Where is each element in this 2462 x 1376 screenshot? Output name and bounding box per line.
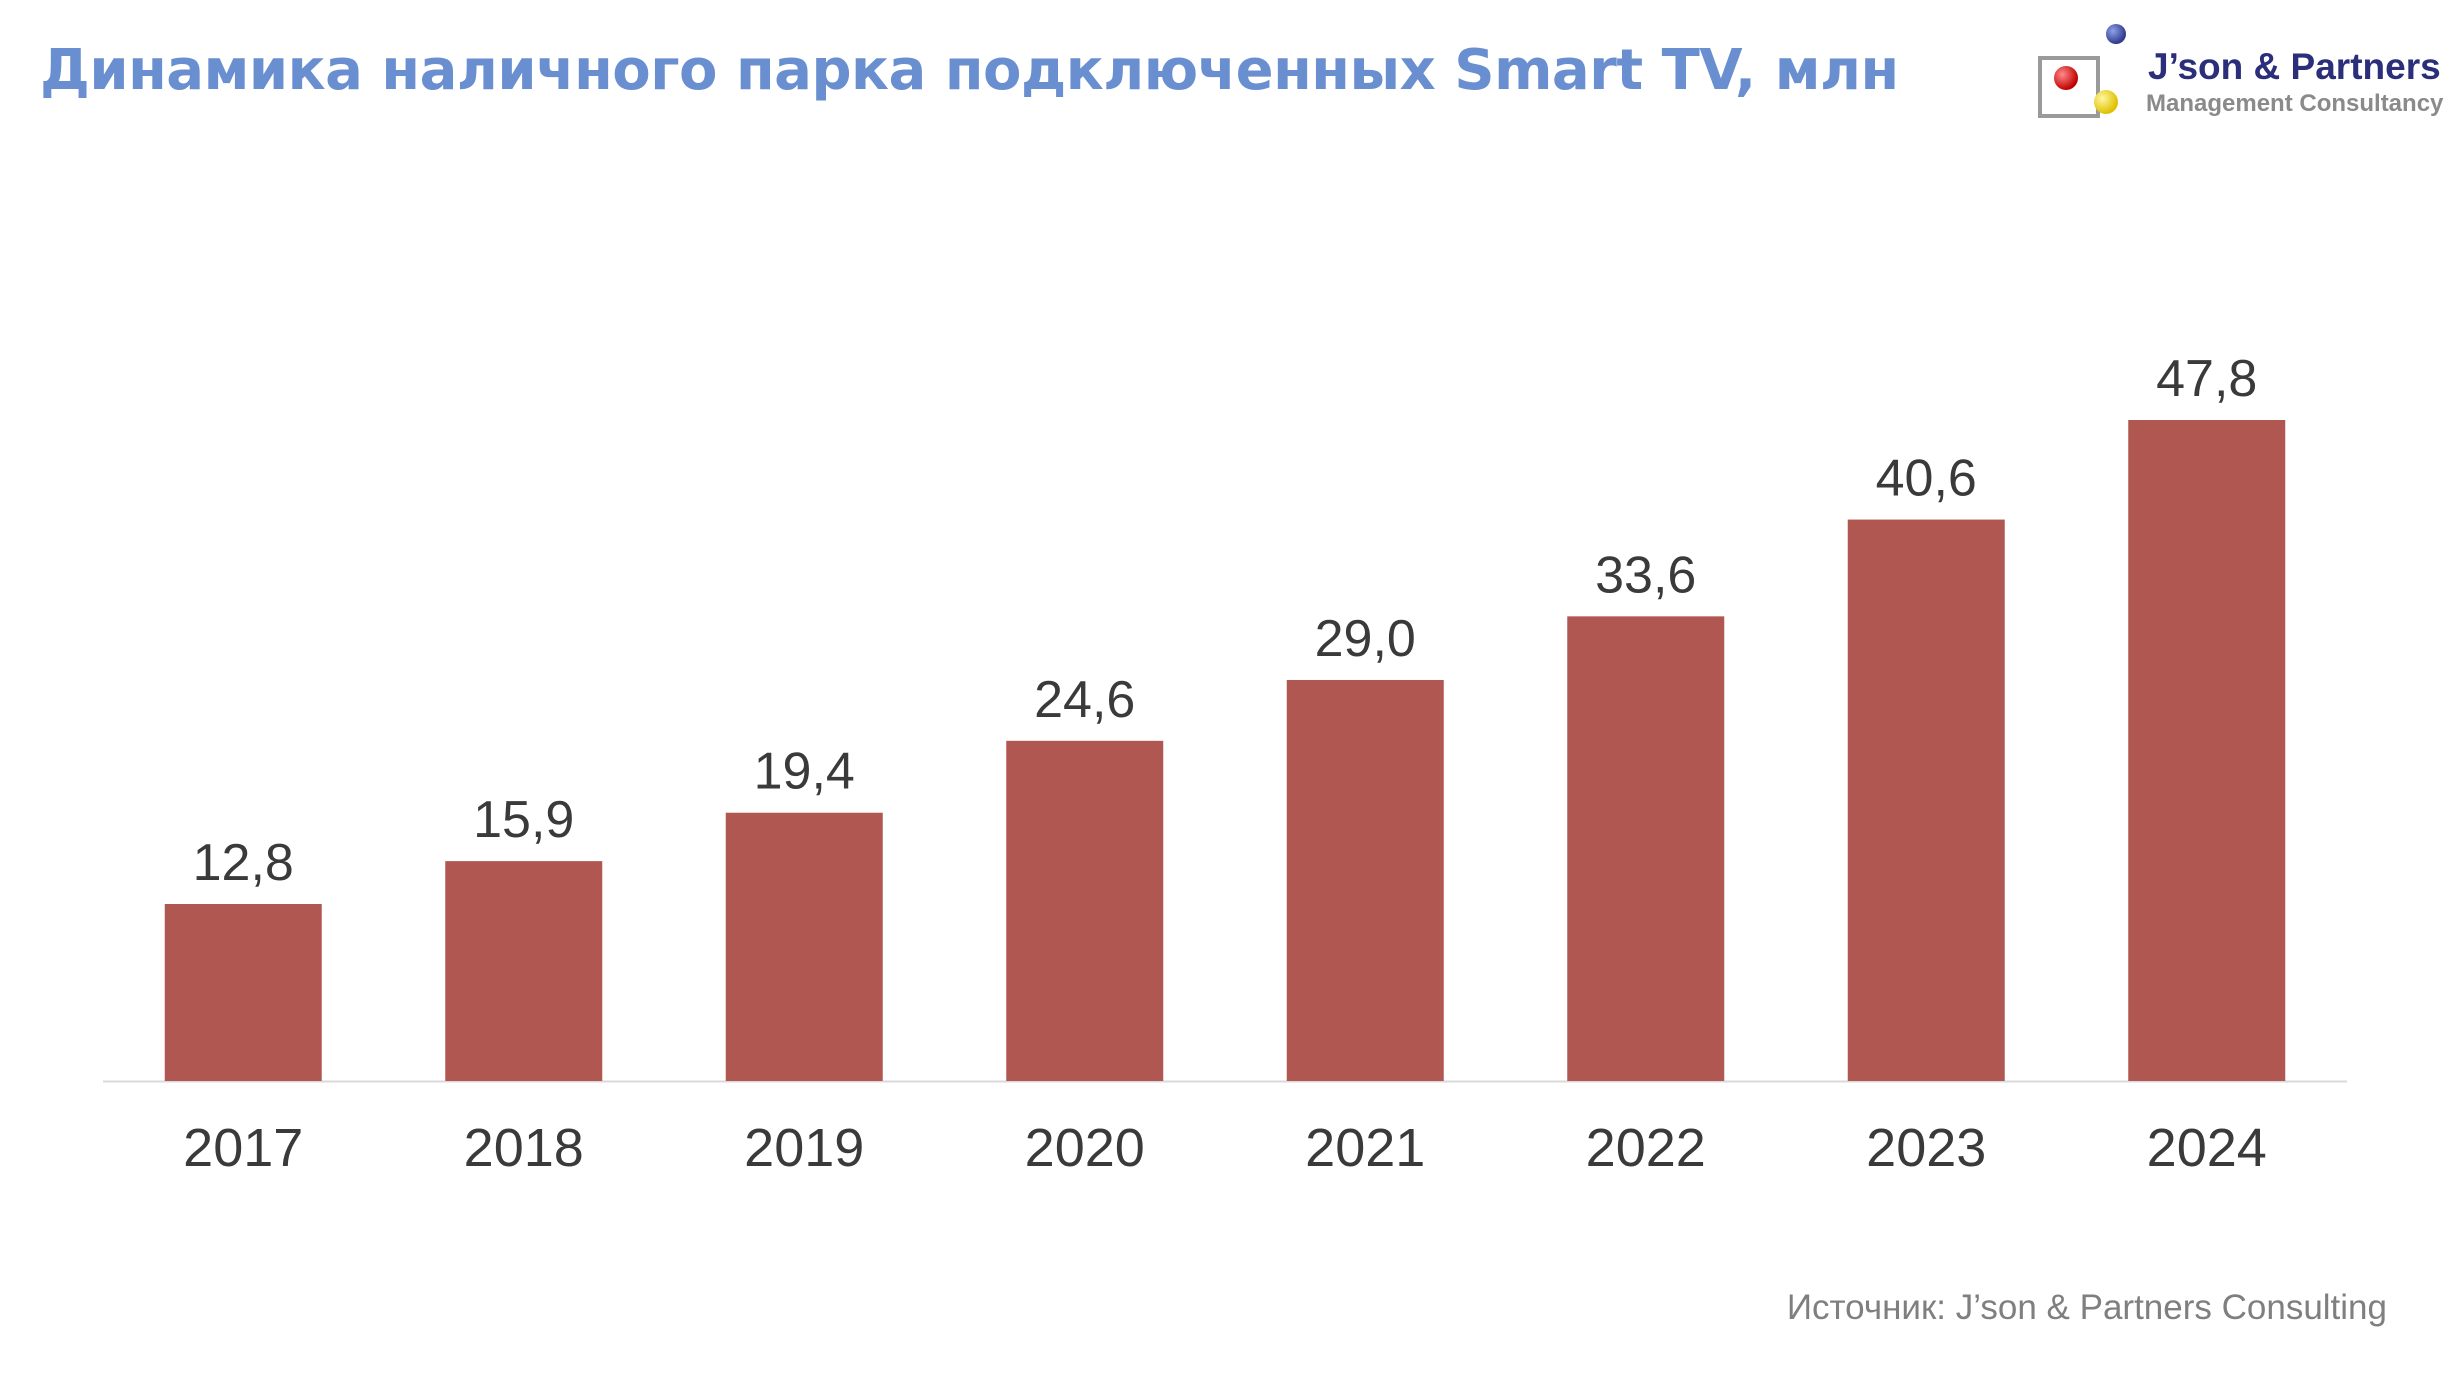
logo-red-dot-icon: [2054, 66, 2078, 90]
data-label-2023: 40,6: [1876, 450, 1977, 508]
company-logo: J’son & Partners Management Consultancy: [2036, 24, 2450, 134]
data-label-2024: 47,8: [2156, 350, 2257, 408]
bar-2019: [725, 812, 883, 1081]
x-tick-label-2020: 2020: [1025, 1118, 1145, 1178]
bar-2020: [1006, 740, 1164, 1081]
bar-2023: [1847, 519, 2005, 1081]
bar-2017: [164, 903, 322, 1081]
data-label-2017: 12,8: [193, 834, 294, 892]
bar-2022: [1567, 616, 1725, 1081]
x-tick-label-2019: 2019: [744, 1118, 864, 1178]
logo-blue-dot-icon: [2106, 24, 2126, 44]
logo-name: J’son & Partners: [2148, 46, 2441, 87]
logo-tagline: Management Consultancy: [2146, 90, 2444, 117]
logo-frame-icon: [2038, 56, 2100, 118]
x-tick-label-2018: 2018: [464, 1118, 584, 1178]
x-tick-label-2017: 2017: [183, 1118, 303, 1178]
source-note: Источник: J’son & Partners Consulting: [1786, 1288, 2387, 1327]
x-tick-label-2024: 2024: [2147, 1118, 2267, 1178]
logo-yellow-dot-icon: [2094, 90, 2118, 114]
data-label-2020: 24,6: [1034, 671, 1135, 729]
bar-2024: [2128, 420, 2286, 1081]
x-tick-label-2023: 2023: [1866, 1118, 1986, 1178]
bar-2021: [1286, 679, 1444, 1081]
bar-2018: [445, 861, 603, 1081]
x-tick-label-2021: 2021: [1305, 1118, 1425, 1178]
data-label-2019: 19,4: [754, 743, 855, 801]
x-tick-label-2022: 2022: [1586, 1118, 1706, 1178]
data-label-2021: 29,0: [1315, 610, 1416, 668]
data-label-2022: 33,6: [1595, 546, 1696, 604]
data-label-2018: 15,9: [473, 791, 574, 849]
page-title: Динамика наличного парка подключенных Sm…: [40, 38, 1899, 103]
